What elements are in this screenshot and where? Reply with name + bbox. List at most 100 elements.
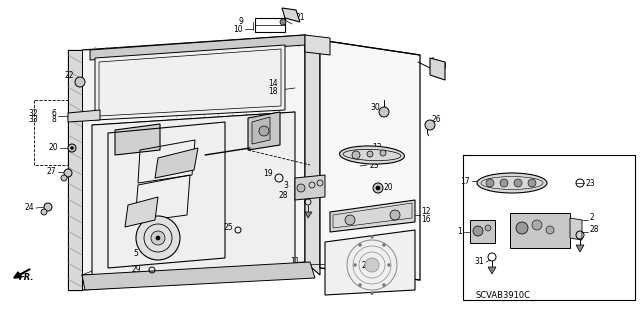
Circle shape [151,231,165,245]
Text: 28: 28 [278,191,288,201]
Polygon shape [125,197,158,227]
Text: 32: 32 [28,108,38,117]
Text: FR.: FR. [19,273,35,283]
Circle shape [532,220,542,230]
Circle shape [64,169,72,177]
Circle shape [41,209,47,215]
Circle shape [44,203,52,211]
Text: 11: 11 [291,256,300,265]
Text: 23: 23 [361,261,371,270]
Text: 13: 13 [372,143,381,152]
Circle shape [373,183,383,193]
Polygon shape [470,220,495,243]
Circle shape [514,179,522,187]
Text: 15: 15 [291,263,300,272]
Circle shape [68,144,76,152]
Polygon shape [570,218,582,240]
Text: 33: 33 [28,115,38,124]
Text: 9: 9 [238,18,243,26]
Text: 17: 17 [460,176,470,186]
Circle shape [379,107,389,117]
Text: 23: 23 [586,179,596,188]
Text: 1: 1 [457,227,462,236]
Polygon shape [248,112,280,150]
Polygon shape [330,200,415,232]
Circle shape [136,216,180,260]
Circle shape [358,243,362,247]
Polygon shape [325,230,415,295]
Polygon shape [82,35,305,290]
Circle shape [390,210,400,220]
Circle shape [500,179,508,187]
Text: 20: 20 [384,182,394,191]
Circle shape [365,258,379,272]
Circle shape [387,263,390,266]
Circle shape [309,182,315,188]
Polygon shape [95,45,285,120]
Polygon shape [92,112,295,278]
Circle shape [516,222,528,234]
Text: 31: 31 [474,257,484,266]
Circle shape [156,236,160,240]
Polygon shape [510,213,570,248]
Polygon shape [68,110,100,122]
Text: 7: 7 [430,64,435,73]
Text: 30: 30 [371,102,380,112]
Circle shape [376,186,380,190]
Circle shape [317,180,323,186]
Text: 20: 20 [49,144,58,152]
Text: 10: 10 [234,25,243,33]
Polygon shape [295,175,325,200]
Circle shape [528,179,536,187]
Circle shape [485,225,491,231]
Text: 3: 3 [283,182,288,190]
Text: 27: 27 [46,167,56,176]
Polygon shape [115,124,160,155]
Polygon shape [305,212,312,218]
Circle shape [367,151,373,157]
Polygon shape [68,50,82,290]
Polygon shape [68,50,82,290]
Text: 18: 18 [269,86,278,95]
Circle shape [259,126,269,136]
Circle shape [297,184,305,192]
Text: 14: 14 [268,79,278,88]
Text: 24: 24 [24,203,34,211]
Text: 2: 2 [590,213,595,222]
Polygon shape [90,35,305,60]
Polygon shape [252,117,270,144]
Polygon shape [488,267,496,274]
Polygon shape [305,35,320,275]
Polygon shape [305,35,330,55]
Text: 16: 16 [421,214,431,224]
Circle shape [353,263,356,266]
Text: 25: 25 [223,224,233,233]
Circle shape [380,150,386,156]
Polygon shape [82,262,310,285]
Polygon shape [82,262,315,290]
Text: 12: 12 [421,207,431,217]
Circle shape [280,19,286,25]
Polygon shape [155,148,198,178]
Polygon shape [282,8,300,22]
Circle shape [345,215,355,225]
Text: 21: 21 [295,12,305,21]
Circle shape [61,175,67,181]
Ellipse shape [477,173,547,193]
Circle shape [352,151,360,159]
Text: 23: 23 [369,160,379,169]
Polygon shape [320,40,420,280]
Circle shape [75,77,85,87]
Polygon shape [576,245,584,252]
Ellipse shape [339,146,404,164]
Circle shape [486,179,494,187]
Text: 29: 29 [131,265,141,275]
Circle shape [358,284,362,286]
Text: 5: 5 [133,249,138,257]
Circle shape [70,146,74,150]
Text: 4: 4 [430,57,435,66]
Text: SCVAB3910C: SCVAB3910C [475,291,530,300]
Circle shape [473,226,483,236]
Text: 6: 6 [51,108,56,117]
Text: 22: 22 [65,71,74,80]
